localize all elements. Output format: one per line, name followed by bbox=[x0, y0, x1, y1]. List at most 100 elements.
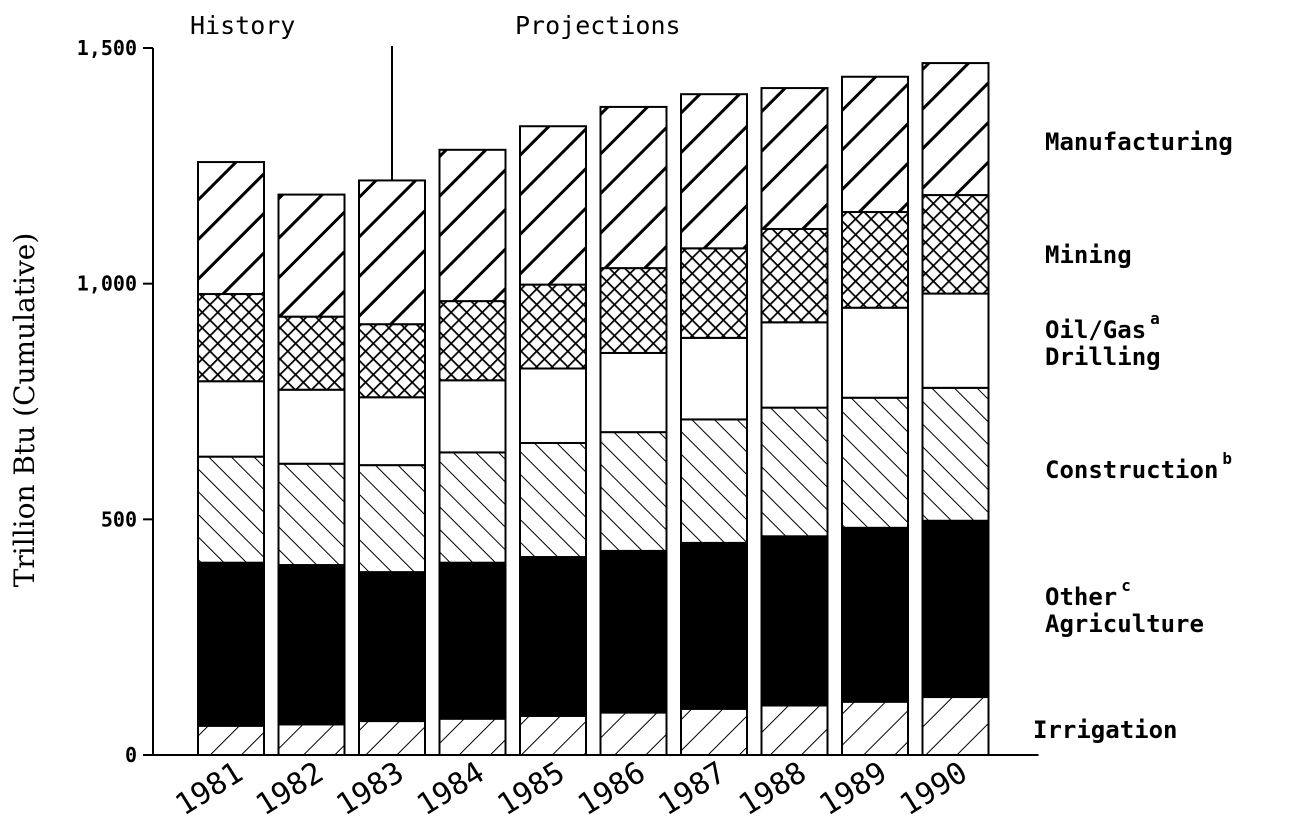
bar-segment-other-agriculture bbox=[599, 549, 668, 714]
bar-segment-other-agriculture bbox=[680, 541, 748, 710]
series-label: Other c bbox=[1045, 576, 1131, 611]
x-tick-label: 1986 bbox=[572, 755, 652, 823]
bar-segment-irrigation bbox=[358, 720, 426, 757]
bar-segment-oil-gas-drilling bbox=[680, 336, 748, 421]
y-tick-label: 500 bbox=[101, 507, 137, 531]
bar-segment-manufacturing bbox=[277, 193, 346, 318]
bar-segment-construction bbox=[519, 441, 587, 559]
x-tick-label: 1981 bbox=[169, 755, 249, 823]
bar-segment-manufacturing bbox=[680, 93, 748, 250]
y-tick-label: 1,500 bbox=[77, 36, 137, 60]
bar-segment-construction bbox=[438, 451, 507, 564]
bar-1987 bbox=[680, 93, 748, 756]
bar-segment-oil-gas-drilling bbox=[760, 321, 829, 409]
bar-segment-mining bbox=[680, 247, 748, 339]
bar-segment-construction bbox=[680, 418, 748, 544]
bar-segment-oil-gas-drilling bbox=[197, 380, 265, 458]
bar-segment-other-agriculture bbox=[841, 526, 909, 703]
bar-segment-oil-gas-drilling bbox=[841, 306, 909, 399]
bar-segment-other-agriculture bbox=[358, 571, 426, 723]
bar-segment-construction bbox=[277, 462, 346, 567]
x-tick-label: 1990 bbox=[894, 755, 974, 823]
bar-segment-mining bbox=[921, 194, 990, 295]
x-tick-label: 1988 bbox=[733, 755, 813, 823]
series-footnote-marker: a bbox=[1150, 309, 1160, 328]
x-tick-label: 1989 bbox=[813, 755, 893, 823]
bar-segment-manufacturing bbox=[197, 161, 265, 296]
bar-segment-irrigation bbox=[277, 723, 346, 757]
bar-1989 bbox=[841, 75, 909, 756]
series-label-text: Manufacturing bbox=[1045, 128, 1233, 156]
series-label: Irrigation bbox=[1033, 716, 1178, 744]
y-tick-label: 1,000 bbox=[77, 272, 137, 296]
bar-1984 bbox=[438, 148, 507, 757]
x-tick-label: 1985 bbox=[491, 755, 571, 823]
bar-segment-construction bbox=[841, 396, 909, 529]
series-label-line2: Agriculture bbox=[1045, 610, 1204, 638]
bar-1988 bbox=[760, 87, 829, 757]
bar-segment-manufacturing bbox=[438, 148, 507, 303]
series-label: Oil/Gas a bbox=[1045, 309, 1160, 344]
bar-segment-manufacturing bbox=[599, 105, 668, 270]
bar-segment-construction bbox=[760, 406, 829, 538]
bar-segment-oil-gas-drilling bbox=[921, 292, 990, 389]
bar-segment-mining bbox=[519, 283, 587, 370]
bar-segment-irrigation bbox=[438, 717, 507, 757]
bar-segment-oil-gas-drilling bbox=[438, 379, 507, 454]
series-label-text: Other bbox=[1045, 583, 1117, 611]
bar-segment-other-agriculture bbox=[277, 564, 346, 726]
bar-segment-manufacturing bbox=[841, 75, 909, 214]
bar-segment-construction bbox=[358, 464, 426, 574]
x-tick-label: 1983 bbox=[330, 755, 410, 823]
bar-segment-irrigation bbox=[921, 696, 990, 756]
series-label-line2: Drilling bbox=[1045, 343, 1161, 371]
x-tick-label: 1982 bbox=[250, 755, 330, 823]
bar-1985 bbox=[519, 125, 587, 756]
x-tick-label: 1987 bbox=[652, 755, 732, 823]
bar-segment-manufacturing bbox=[358, 179, 426, 326]
bar-segment-other-agriculture bbox=[760, 535, 829, 707]
period-label-history: History bbox=[190, 11, 295, 40]
bar-segment-oil-gas-drilling bbox=[599, 351, 668, 434]
bar-segment-irrigation bbox=[841, 700, 909, 756]
series-label: Mining bbox=[1045, 241, 1132, 269]
y-tick-label: 0 bbox=[125, 743, 137, 767]
bar-segment-mining bbox=[358, 323, 426, 399]
series-label: Manufacturing bbox=[1045, 128, 1233, 156]
x-axis: 1981 1982 1983 1984 1985 1986 1987 1988 1989 1990 bbox=[153, 754, 1039, 823]
bar-segment-construction bbox=[921, 386, 990, 522]
bar-segment-oil-gas-drilling bbox=[519, 367, 587, 444]
series-label-text: Construction bbox=[1045, 456, 1218, 484]
bar-segment-oil-gas-drilling bbox=[277, 388, 346, 465]
bar-segment-oil-gas-drilling bbox=[358, 396, 426, 467]
y-axis: 0 500 1,000 1,500 bbox=[77, 36, 154, 767]
bar-segment-other-agriculture bbox=[197, 561, 265, 727]
bar-segment-other-agriculture bbox=[921, 519, 990, 699]
bar-segment-mining bbox=[599, 267, 668, 354]
bar-1990 bbox=[921, 62, 990, 756]
bar-segment-manufacturing bbox=[760, 87, 829, 230]
bar-segment-manufacturing bbox=[519, 125, 587, 286]
bar-segment-irrigation bbox=[519, 714, 587, 756]
series-label-text: Oil/Gas bbox=[1045, 316, 1146, 344]
bar-1981 bbox=[197, 161, 265, 757]
bar-segment-other-agriculture bbox=[519, 556, 587, 717]
period-label-projections: Projections bbox=[515, 11, 681, 40]
series-label: Construction b bbox=[1045, 449, 1232, 484]
bar-segment-irrigation bbox=[760, 704, 829, 757]
bar-1982 bbox=[277, 193, 346, 757]
bar-segment-mining bbox=[277, 315, 346, 391]
series-label-text: Mining bbox=[1045, 241, 1132, 269]
bar-segment-construction bbox=[197, 455, 265, 564]
bar-segment-mining bbox=[841, 211, 909, 309]
bar-1986 bbox=[599, 105, 668, 757]
y-axis-title: Trillion Btu (Cumulative) bbox=[8, 233, 41, 588]
bar-segment-irrigation bbox=[599, 711, 668, 757]
bars bbox=[197, 62, 990, 757]
bar-segment-other-agriculture bbox=[438, 561, 507, 720]
bar-segment-mining bbox=[438, 300, 507, 382]
bar-segment-construction bbox=[599, 431, 668, 552]
bar-segment-manufacturing bbox=[921, 62, 990, 197]
